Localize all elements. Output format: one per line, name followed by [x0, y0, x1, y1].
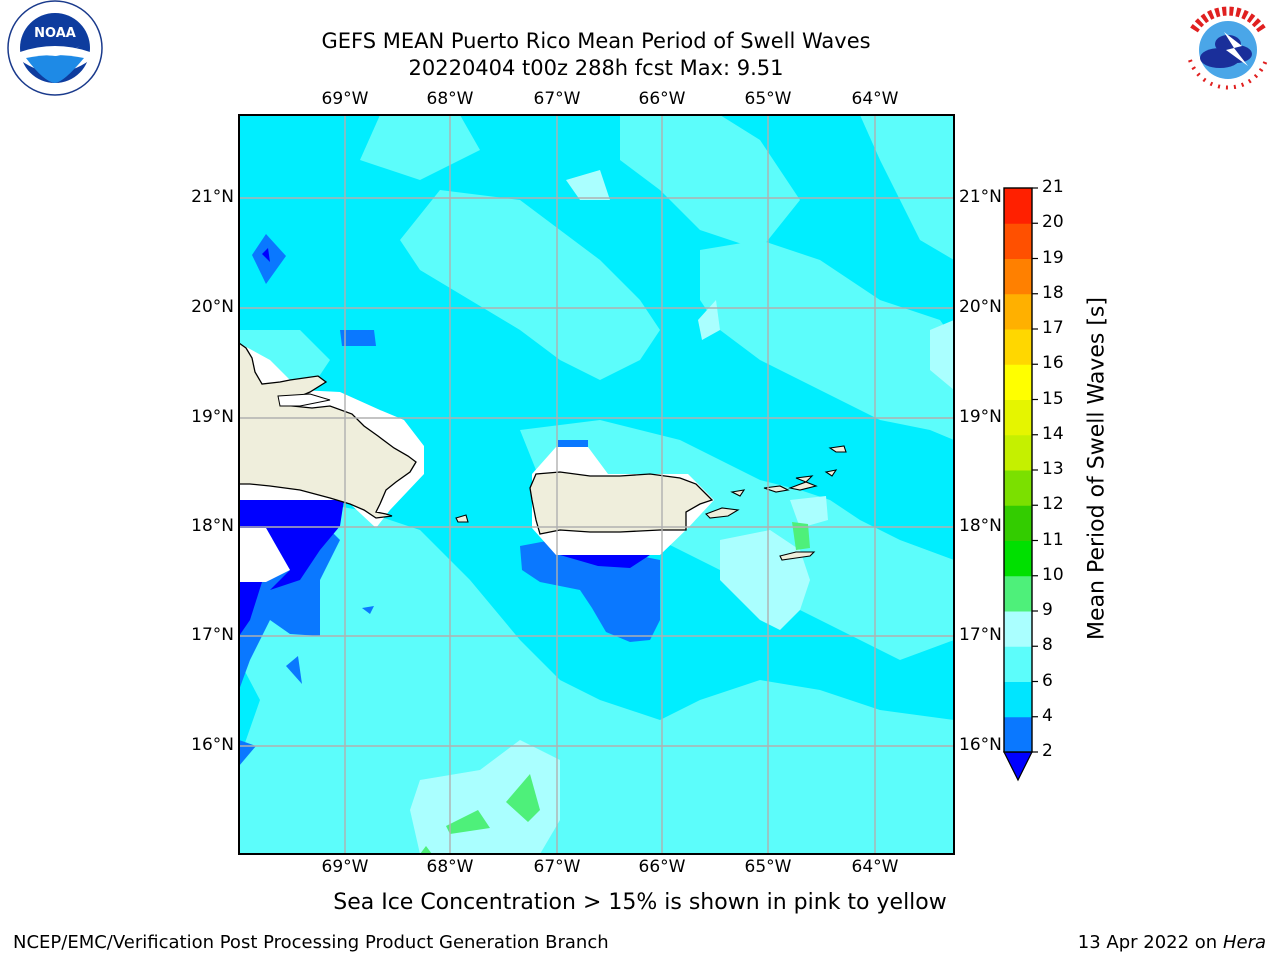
colorbar-segment [1004, 293, 1032, 330]
lon-label-bottom: 67°W [533, 857, 581, 877]
lon-label-bottom: 66°W [638, 857, 686, 877]
colorbar-tick-label: 4 [1042, 705, 1053, 726]
lat-label-left: 16°N [191, 735, 234, 755]
lon-label-top: 67°W [533, 89, 581, 109]
colorbar-tick-label: 17 [1042, 318, 1064, 338]
colorbar-tick-label: 18 [1042, 282, 1064, 303]
lon-label-top: 69°W [321, 89, 369, 109]
lat-label-right: 18°N [959, 516, 1002, 536]
colorbar-segment [1004, 505, 1032, 541]
nws-logo [1182, 4, 1274, 96]
colorbar-tick-label: 6 [1042, 670, 1053, 691]
colorbar-segment [1004, 434, 1032, 471]
hispaniola-land [238, 341, 417, 519]
map-frame [238, 114, 955, 855]
colorbar-under-triangle [1003, 751, 1033, 782]
colorbar-tick-label: 16 [1042, 353, 1064, 374]
footer-credit: NCEP/EMC/Verification Post Processing Pr… [13, 932, 609, 953]
lon-label-top: 68°W [426, 89, 474, 109]
puerto-rico-land [529, 471, 714, 535]
lat-label-left: 21°N [191, 187, 234, 207]
colorbar-tick-label: 10 [1042, 564, 1064, 585]
lon-label-bottom: 64°W [851, 857, 899, 877]
colorbar-segment [1004, 188, 1032, 224]
contour-under-2s [239, 248, 650, 636]
colorbar-segment [1004, 258, 1032, 295]
lat-label-right: 20°N [959, 297, 1002, 317]
map-title-line2: 20220404 t00z 288h fcst Max: 9.51 [408, 56, 784, 80]
colorbar-tick-label: 15 [1042, 388, 1064, 409]
footer-date: 13 Apr 2022 on Hera [1078, 932, 1266, 953]
colorbar-segment [1004, 681, 1032, 718]
lon-label-top: 65°W [744, 89, 792, 109]
colorbar-segment [1004, 329, 1032, 365]
footer-date-text: 13 Apr 2022 on [1077, 932, 1223, 953]
lon-label-bottom: 65°W [744, 857, 792, 877]
contour-9-10s [420, 522, 810, 854]
colorbar-tick-label: 14 [1042, 423, 1064, 444]
colorbar-segment [1004, 540, 1032, 577]
colorbar-tick-label: 13 [1042, 459, 1064, 479]
colorbar-tick-label: 2 [1042, 741, 1053, 761]
colorbar-tick-label: 21 [1042, 177, 1064, 197]
colorbar-segment [1004, 716, 1032, 753]
lon-label-bottom: 68°W [426, 857, 474, 877]
colorbar-segment [1004, 575, 1032, 612]
colorbar-segment [1004, 223, 1032, 259]
lat-label-left: 20°N [191, 297, 234, 317]
colorbar-tick-label: 19 [1042, 247, 1064, 268]
lat-label-left: 18°N [191, 516, 234, 536]
colorbar-segment [1004, 364, 1032, 400]
graticule [239, 115, 954, 854]
lon-label-top: 66°W [638, 89, 686, 109]
map-title-line1: GEFS MEAN Puerto Rico Mean Period of Swe… [321, 29, 871, 53]
lat-label-right: 19°N [959, 407, 1002, 427]
colorbar-label: Mean Period of Swell Waves [s] [1084, 297, 1110, 640]
colorbar-tick-label: 11 [1042, 529, 1064, 550]
small-islands [455, 445, 847, 561]
lat-label-left: 17°N [191, 625, 234, 645]
sea-ice-note: Sea Ice Concentration > 15% is shown in … [333, 890, 947, 915]
colorbar-segment [1004, 399, 1032, 436]
noaa-logo: NOAA [7, 0, 103, 96]
lat-label-right: 16°N [959, 735, 1002, 755]
footer-machine: Hera [1222, 932, 1266, 953]
lat-label-left: 19°N [191, 407, 234, 427]
colorbar [1003, 187, 1038, 782]
colorbar-tick-label: 20 [1042, 212, 1064, 233]
colorbar-tick-label: 8 [1042, 635, 1053, 656]
colorbar-tick-label: 12 [1042, 494, 1064, 515]
noaa-logo-text: NOAA [34, 26, 76, 41]
hispaniola-coast-detail [277, 393, 331, 407]
lat-label-right: 21°N [959, 187, 1002, 207]
lat-label-right: 17°N [959, 625, 1002, 645]
lon-label-top: 64°W [851, 89, 899, 109]
colorbar-segment [1004, 611, 1032, 647]
colorbar-segment [1004, 470, 1032, 506]
lon-label-bottom: 69°W [321, 857, 369, 877]
colorbar-segment [1004, 646, 1032, 682]
colorbar-tick-label: 9 [1042, 600, 1053, 620]
